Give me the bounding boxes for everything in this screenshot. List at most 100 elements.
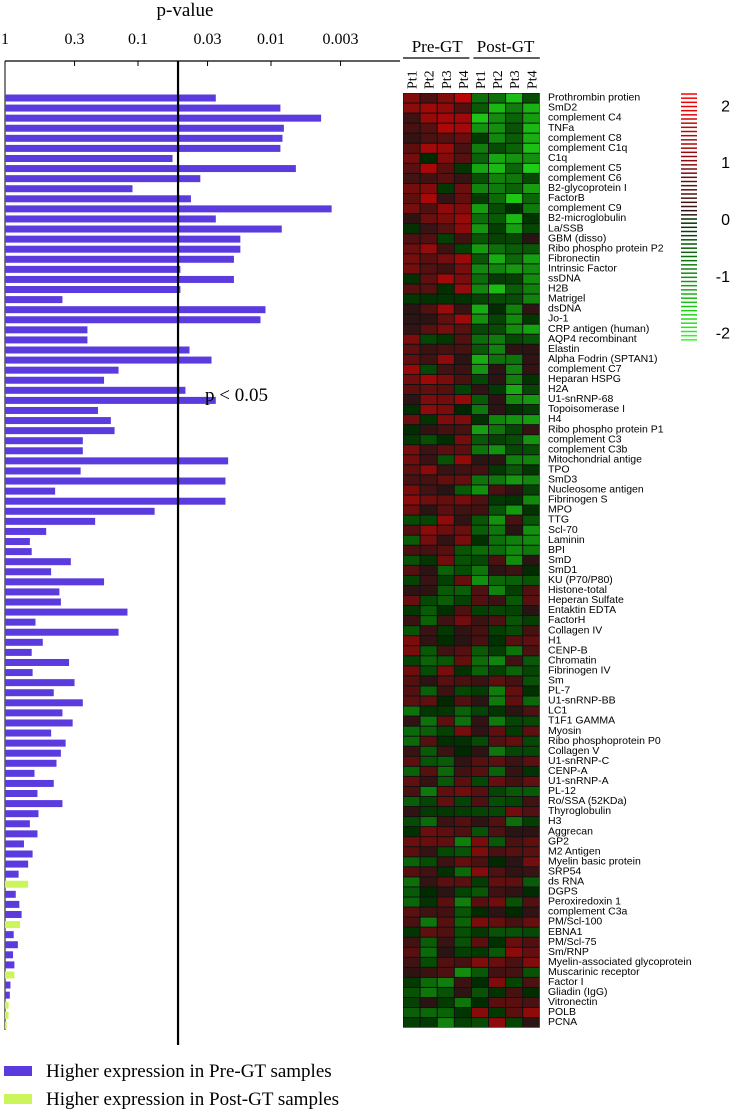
heatmap-cell [523,505,540,515]
heatmap-cell [471,374,488,384]
heatmap-cell [403,304,420,314]
heatmap-cell [523,957,540,967]
heatmap-cell [437,455,454,465]
heatmap-cell [489,686,506,696]
heatmap-cell [420,646,437,656]
bar [5,588,60,596]
heatmap-cell [454,525,471,535]
heatmap-cell [489,1018,506,1028]
heatmap-cell [523,435,540,445]
heatmap-cell [471,837,488,847]
heatmap-cell [506,515,523,525]
heatmap-cell [420,987,437,997]
heatmap-cell [489,314,506,324]
heatmap-cell [454,807,471,817]
heatmap-cell [506,284,523,294]
row-label: B2-glycoprotein I [548,182,627,194]
heatmap-cell [523,706,540,716]
heatmap-cell [506,324,523,334]
heatmap-cell [403,656,420,666]
bar [5,628,119,636]
row-label: ssDNA [548,273,581,285]
heatmap-cell [403,877,420,887]
heatmap-cell [420,746,437,756]
heatmap-cell [454,636,471,646]
bar [5,1011,9,1019]
heatmap-cell [489,998,506,1008]
heatmap-cell [437,696,454,706]
heatmap-cell [403,555,420,565]
heatmap-cell [437,756,454,766]
heatmap-cell [471,525,488,535]
heatmap-cell [403,776,420,786]
heatmap-cell [506,716,523,726]
heatmap-cell [523,425,540,435]
heatmap-cell [523,485,540,495]
row-label: SRP54 [548,865,581,877]
bar [5,548,32,556]
heatmap-cell [454,224,471,234]
heatmap-cell [454,395,471,405]
heatmap-cell [454,817,471,827]
bar [5,406,98,414]
bar [5,558,71,566]
heatmap-cell [506,183,523,193]
heatmap-cell [420,867,437,877]
heatmap-cell [489,706,506,716]
heatmap-cell [471,354,488,364]
heatmap-cell [506,947,523,957]
heatmap-cell [506,736,523,746]
row-label: Collagen IV [548,624,602,636]
heatmap-cell [403,485,420,495]
heatmap-cell [506,937,523,947]
bar [5,497,226,505]
heatmap-cell [454,957,471,967]
heatmap-cell [471,384,488,394]
heatmap-cell [506,204,523,214]
heatmap-cell [437,133,454,143]
heatmap-cell [471,314,488,324]
heatmap-cell [523,334,540,344]
heatmap-cell [471,304,488,314]
heatmap-cell [506,977,523,987]
heatmap-cell [403,183,420,193]
column-label: Pt4 [457,70,472,89]
heatmap-cell [454,616,471,626]
row-label: SmD3 [548,474,577,486]
bar [5,618,36,626]
row-label: Fibrinogen IV [548,664,610,676]
heatmap [403,93,540,1028]
heatmap-cell [420,183,437,193]
heatmap-cell [420,957,437,967]
heatmap-cell [523,907,540,917]
heatmap-cell [437,957,454,967]
row-label: EBNA1 [548,926,583,938]
heatmap-cell [506,897,523,907]
heatmap-cell [437,445,454,455]
bar [5,215,216,223]
heatmap-cell [454,465,471,475]
heatmap-cell [437,606,454,616]
heatmap-cell [454,998,471,1008]
row-label: Gliadin (IgG) [548,986,608,998]
row-label: H4 [548,413,562,425]
bar [5,507,155,515]
heatmap-cell [437,937,454,947]
heatmap-cell [506,254,523,264]
heatmap-cell [506,967,523,977]
heatmap-cell [403,274,420,284]
heatmap-cell [489,425,506,435]
heatmap-cell [523,214,540,224]
heatmap-cell [403,545,420,555]
heatmap-cell [471,606,488,616]
heatmap-cell [437,1018,454,1028]
heatmap-cell [489,284,506,294]
heatmap-cell [489,405,506,415]
heatmap-cell [523,616,540,626]
heatmap-cell [523,284,540,294]
heatmap-cell [437,555,454,565]
heatmap-cell [506,827,523,837]
heatmap-cell [506,214,523,224]
x-tick-label: 1 [1,31,9,48]
